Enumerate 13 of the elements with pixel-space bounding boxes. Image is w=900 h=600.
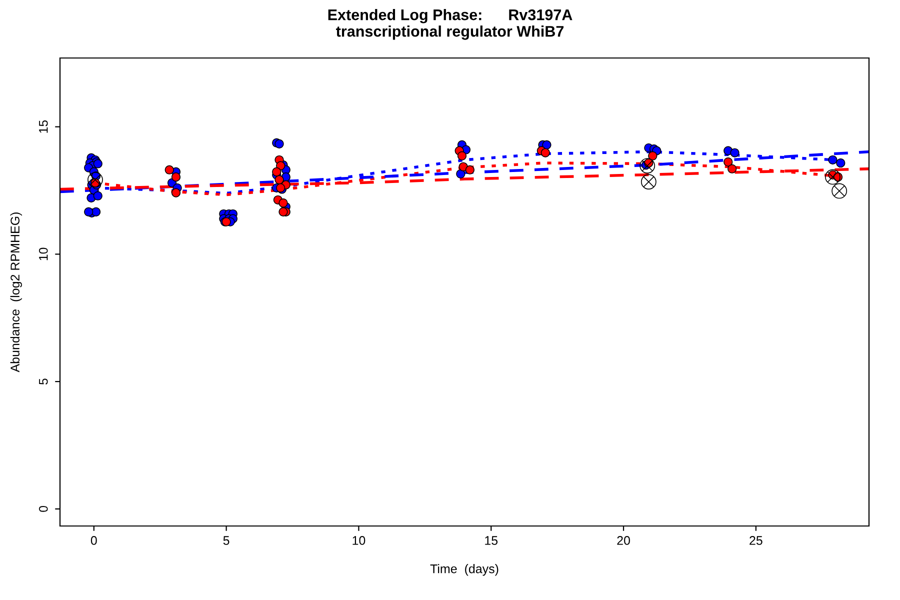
x-tick-label: 10	[352, 536, 366, 545]
chart-title: Extended Log Phase: Rv3197A transcriptional regulator WhiB7	[328, 9, 572, 40]
x-axis-title: Time (days)	[430, 564, 498, 576]
x-tick-label: 20	[617, 536, 630, 545]
x-tick-label: 15	[485, 536, 498, 545]
y-axis-title: Abundance (log2 RPMHEG)	[10, 212, 22, 372]
y-tick-label: 5	[39, 378, 48, 385]
y-tick-label: 10	[38, 248, 48, 260]
x-tick-label: 5	[223, 536, 230, 545]
y-tick-label: 15	[39, 120, 48, 133]
x-tick-label: 0	[90, 536, 97, 545]
x-tick-label: 25	[750, 536, 762, 545]
y-tick-label: 0	[38, 506, 48, 512]
